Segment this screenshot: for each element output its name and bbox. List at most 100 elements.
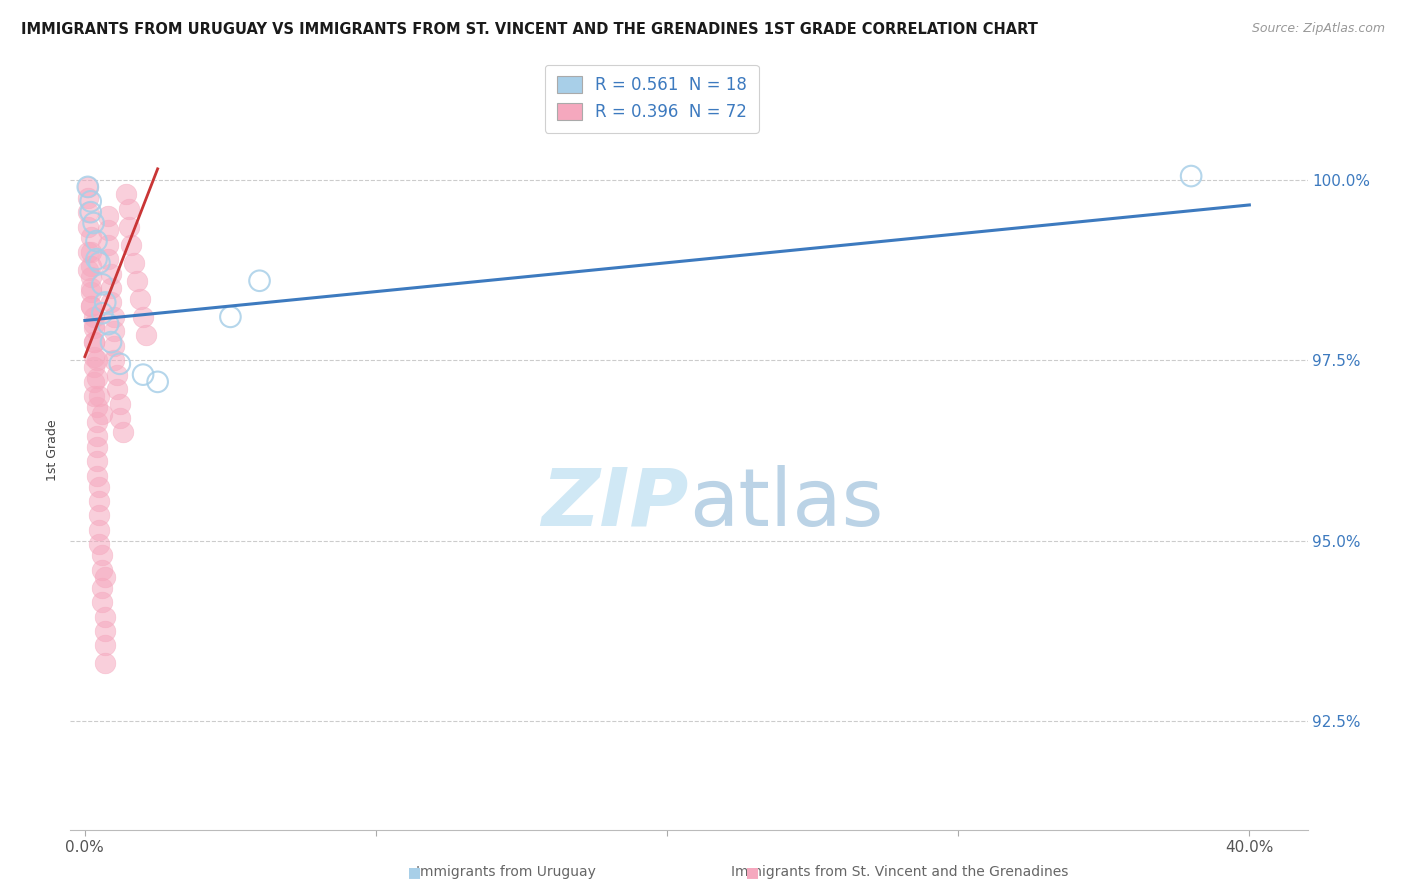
Point [97,223,120,237]
Text: ▪: ▪ [745,863,759,882]
Point [91,408,114,422]
Point [100,295,122,310]
Point [105,382,128,396]
Point [114,187,136,202]
Point [79,205,101,219]
Point [76,263,98,277]
Point [79,281,101,295]
Point [79,260,101,274]
Point [79,270,101,285]
Point [129,292,152,306]
Point [83,317,105,331]
Point [97,317,120,331]
Point [103,353,125,368]
Point [76,219,98,234]
Point [105,368,128,382]
Text: Immigrants from Uruguay: Immigrants from Uruguay [416,865,596,880]
Point [89,494,111,508]
Point [89,508,111,523]
Point [86,400,108,414]
Point [79,230,101,244]
Point [79,285,101,299]
Point [83,216,105,230]
Point [94,295,117,310]
Point [108,396,131,410]
Point [76,244,98,259]
Text: atlas: atlas [689,465,883,542]
Point [127,274,149,288]
Text: Immigrants from St. Vincent and the Grenadines: Immigrants from St. Vincent and the Gren… [731,865,1069,880]
Point [83,335,105,350]
Point [91,563,114,577]
Point [94,624,117,638]
Point [120,237,142,252]
Point [146,375,169,389]
Point [86,454,108,468]
Text: IMMIGRANTS FROM URUGUAY VS IMMIGRANTS FROM ST. VINCENT AND THE GRENADINES 1ST GR: IMMIGRANTS FROM URUGUAY VS IMMIGRANTS FR… [21,22,1038,37]
Point [86,429,108,443]
Point [91,306,114,320]
Point [83,360,105,375]
Point [135,327,157,342]
Point [94,609,117,624]
Point [103,324,125,338]
Point [100,281,122,295]
Text: ZIP: ZIP [541,465,689,542]
Point [79,299,101,313]
Point [86,353,108,368]
Point [86,440,108,454]
Point [1180,169,1202,183]
Point [89,256,111,270]
Point [86,234,108,248]
Point [86,415,108,429]
Point [83,375,105,389]
Point [83,320,105,334]
Point [100,335,122,350]
Point [83,310,105,324]
Point [86,468,108,483]
Point [83,389,105,403]
Point [91,277,114,292]
Point [76,180,98,194]
Point [91,548,114,562]
Point [117,219,139,234]
Point [86,252,108,266]
Text: ▪: ▪ [408,863,422,882]
Point [89,537,111,551]
Point [94,639,117,653]
Point [108,411,131,425]
Point [97,237,120,252]
Point [103,339,125,353]
Point [79,299,101,313]
Point [100,267,122,281]
Legend: R = 0.561  N = 18, R = 0.396  N = 72: R = 0.561 N = 18, R = 0.396 N = 72 [546,64,759,133]
Y-axis label: 1st Grade: 1st Grade [46,419,59,482]
Point [86,371,108,385]
Point [219,310,242,324]
Point [97,209,120,223]
Point [97,252,120,266]
Point [108,357,131,371]
Point [79,194,101,209]
Point [111,425,134,440]
Point [76,180,98,194]
Text: Source: ZipAtlas.com: Source: ZipAtlas.com [1251,22,1385,36]
Point [83,335,105,350]
Point [76,191,98,205]
Point [117,202,139,216]
Point [249,274,271,288]
Point [132,368,155,382]
Point [89,523,111,537]
Point [89,479,111,493]
Point [103,310,125,324]
Point [89,389,111,403]
Point [76,205,98,219]
Point [94,657,117,671]
Point [94,570,117,584]
Point [132,310,155,324]
Point [91,581,114,595]
Point [83,350,105,364]
Point [124,256,146,270]
Point [91,595,114,609]
Point [79,244,101,259]
